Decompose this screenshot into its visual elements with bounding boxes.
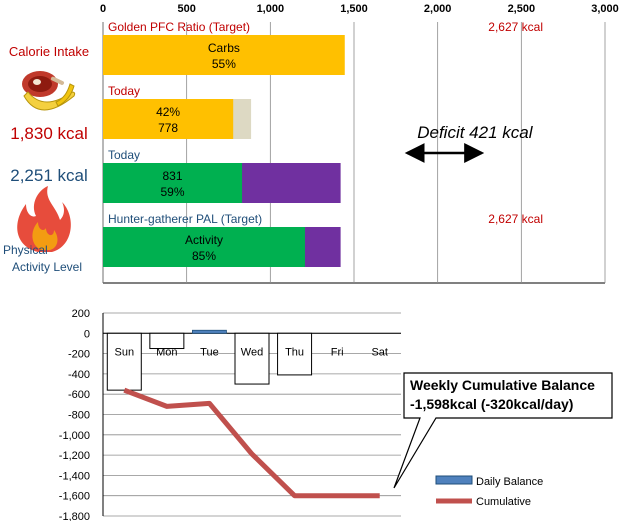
day-labels: Sun Mon Tue Wed Thu Fri Sat (114, 346, 387, 358)
bar-segment-label: 778 (158, 121, 178, 135)
x-tick-label: 1,000 (257, 3, 285, 15)
left-panel: Calorie Intake 1,830 kcal 2,251 kcal Phy… (3, 44, 89, 274)
callout-line2: -1,598kcal (-320kcal/day) (410, 396, 573, 412)
y-tick-label: -1,400 (59, 470, 90, 482)
daily-balance-bar (277, 332, 313, 376)
daily-balance-bar (234, 332, 270, 385)
calorie-intake-label: Calorie Intake (9, 44, 89, 59)
bar-segment-label: Carbs (208, 41, 240, 55)
row-label: Golden PFC Ratio (Target) (108, 20, 250, 34)
legend-daily-balance-swatch (435, 475, 473, 485)
steak-icon (22, 71, 65, 97)
deficit-label: Deficit 421 kcal (417, 123, 533, 142)
y-tick-label: -1,800 (59, 511, 90, 521)
x-tick-label: 2,500 (508, 3, 536, 15)
row-label: Today (108, 84, 140, 98)
y-tick-label: -200 (68, 349, 90, 361)
daily-balance-bar (192, 329, 227, 334)
y-tick-label: -1,200 (59, 450, 90, 462)
row-total-label: 2,627 kcal (488, 212, 543, 226)
calorie-expenditure-value: 2,251 kcal (10, 166, 88, 185)
x-tick-label: 500 (177, 3, 195, 15)
bar-segment-label: Activity (185, 233, 223, 247)
day-label: Sun (114, 346, 134, 358)
legend-daily-balance: Daily Balance (476, 476, 543, 488)
x-tick-label: 0 (100, 3, 106, 15)
y-tick-label: -800 (68, 410, 90, 422)
day-label: Thu (285, 346, 304, 358)
bar-segment-label: 42% (156, 105, 180, 119)
pal-label-line2: Activity Level (12, 260, 82, 274)
day-label: Wed (241, 346, 263, 358)
bar-segment (103, 163, 243, 203)
y-tick-label: -1,600 (59, 491, 90, 503)
pal-label-line1: Physical (3, 243, 48, 257)
top-chart-rows: Golden PFC Ratio (Target)2,627 kcalProte… (103, 20, 543, 267)
x-tick-label: 3,000 (591, 3, 619, 15)
day-label: Mon (156, 346, 177, 358)
bar-segment (103, 99, 234, 139)
banana-icon (23, 83, 76, 111)
bar-segment (103, 227, 305, 267)
deficit-annotation: Deficit 421 kcal (404, 123, 534, 163)
daily-balance-bar (149, 332, 185, 350)
x-tick-label: 2,000 (424, 3, 452, 15)
row-label: Hunter-gatherer PAL (Target) (108, 212, 262, 226)
y-tick-label: 200 (72, 308, 90, 320)
row-total-label: 2,627 kcal (488, 20, 543, 34)
y-tick-label: -600 (68, 389, 90, 401)
day-label: Fri (331, 346, 344, 358)
row-label: Today (108, 148, 140, 162)
calorie-intake-value: 1,830 kcal (10, 124, 88, 143)
day-label: Sat (371, 346, 388, 358)
daily-balance-bar (106, 332, 142, 391)
bar-segment-label: 59% (161, 185, 185, 199)
day-label: Tue (200, 346, 219, 358)
bar-segment (103, 35, 345, 75)
weekly-balance-chart: 200 0 -200 -400 -600 -800 -1,000 -1,200 -1,400 -1… (59, 308, 613, 521)
daily-balance-bars (106, 329, 313, 391)
bar-segment-label: 55% (212, 57, 236, 71)
x-tick-label: 1,500 (340, 3, 368, 15)
flame-icon (17, 186, 71, 252)
bar-segment-label: 831 (163, 169, 183, 183)
bottom-legend: Daily Balance Cumulative (435, 475, 543, 508)
y-tick-label: -400 (68, 369, 90, 381)
pfc-stacked-bar-chart: 0 500 1,000 1,500 2,000 2,500 3,000 Golden PFC… (100, 3, 619, 284)
callout-box (393, 372, 613, 489)
bar-segment-label: 85% (192, 249, 216, 263)
y-tick-label: 0 (84, 328, 90, 340)
cumulative-line (123, 387, 380, 499)
top-chart-x-ticks: 0 500 1,000 1,500 2,000 2,500 3,000 (100, 3, 619, 15)
weekly-callout: Weekly Cumulative Balance -1,598kcal (-3… (393, 372, 613, 489)
bottom-chart-y-ticks: 200 0 -200 -400 -600 -800 -1,000 -1,200 -1,400 -1… (59, 308, 90, 521)
y-tick-label: -1,000 (59, 430, 90, 442)
legend-cumulative: Cumulative (476, 496, 531, 508)
callout-line1: Weekly Cumulative Balance (410, 377, 595, 393)
